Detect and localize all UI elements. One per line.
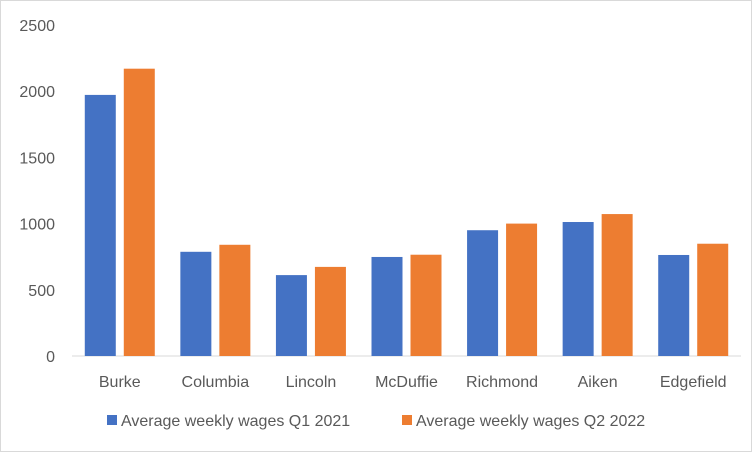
x-category-label: Columbia: [182, 374, 250, 391]
category-labels: Burke Columbia Lincoln McDuffie Richmond Aike…: [99, 374, 727, 391]
y-tick-label: 1500: [19, 150, 55, 167]
legend-swatch: [107, 415, 117, 425]
bar-edgefield-series-2: [697, 243, 729, 356]
bar-lincoln-series-2: [314, 266, 346, 356]
bar-columbia-series-2: [219, 244, 251, 356]
bar-richmond-series-2: [506, 223, 538, 356]
x-category-label: Lincoln: [286, 374, 337, 391]
legend-label: Average weekly wages Q1 2021: [121, 413, 350, 430]
bar-aiken-series-2: [601, 214, 633, 356]
bar-mcduffie-series-2: [410, 254, 442, 356]
bar-edgefield-series-1: [658, 254, 690, 356]
x-category-label: Aiken: [578, 374, 618, 391]
y-tick-label: 1000: [19, 217, 55, 234]
y-axis-labels: 0 500 1000 1500 2000 2500: [19, 18, 55, 366]
bars: [84, 68, 729, 357]
bar-mcduffie-series-1: [371, 256, 403, 356]
x-category-label: Edgefield: [660, 374, 727, 391]
bar-columbia-series-1: [180, 251, 212, 356]
x-category-label: McDuffie: [375, 374, 438, 391]
bar-richmond-series-1: [467, 230, 499, 356]
bar-lincoln-series-1: [275, 275, 307, 356]
bar-aiken-series-1: [562, 222, 594, 356]
bar-burke-series-2: [123, 68, 155, 356]
legend: Average weekly wages Q1 2021 Average week…: [107, 413, 645, 430]
y-tick-label: 2500: [19, 18, 55, 35]
x-category-label: Richmond: [466, 374, 538, 391]
y-tick-label: 500: [28, 283, 55, 300]
x-category-label: Burke: [99, 374, 141, 391]
legend-label: Average weekly wages Q2 2022: [416, 413, 645, 430]
bar-burke-series-1: [84, 94, 116, 357]
y-tick-label: 2000: [19, 84, 55, 101]
y-tick-label: 0: [46, 349, 55, 366]
legend-swatch: [402, 415, 412, 425]
